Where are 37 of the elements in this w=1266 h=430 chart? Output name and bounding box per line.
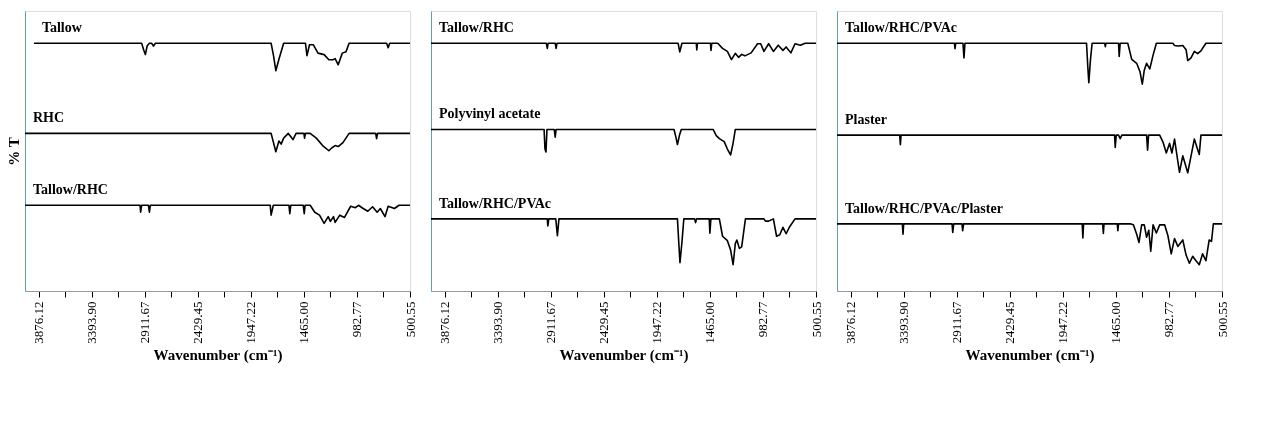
- x-tick-label: 3876.12: [31, 301, 47, 344]
- x-tick-label: 1947.22: [649, 301, 665, 344]
- series-label: Plaster: [845, 112, 887, 128]
- series-label: Tallow/RHC/PVAc: [439, 195, 552, 211]
- x-tick-label: 1947.22: [1055, 301, 1071, 344]
- series-label: Tallow/RHC: [33, 182, 108, 198]
- x-tick-label: 2429.45: [1002, 301, 1018, 344]
- x-tick-label: 982.77: [349, 301, 365, 338]
- x-tick-label: 2911.67: [543, 301, 559, 344]
- series-label: Tallow/RHC: [439, 20, 514, 36]
- x-axis-title: Wavenumber (cm⁻¹): [965, 346, 1095, 364]
- series-label: Tallow: [41, 20, 83, 36]
- x-axis-title: Wavenumber (cm⁻¹): [559, 346, 689, 364]
- x-tick-label: 3876.12: [437, 301, 453, 344]
- x-tick-label: 1947.22: [243, 301, 259, 344]
- series-label: Tallow/RHC/PVAc: [845, 20, 958, 36]
- x-tick-label: 982.77: [1161, 301, 1177, 338]
- x-tick-label: 3393.90: [896, 301, 912, 344]
- series-label: Polyvinyl acetate: [439, 106, 541, 122]
- series-label: RHC: [33, 110, 65, 126]
- x-tick-label: 982.77: [755, 301, 771, 338]
- x-tick-label: 1465.00: [1108, 301, 1124, 344]
- y-axis-title: % T: [5, 137, 22, 166]
- series-label: Tallow/RHC/PVAc/Plaster: [845, 200, 1003, 216]
- x-tick-label: 3876.12: [843, 301, 859, 344]
- x-tick-label: 3393.90: [490, 301, 506, 344]
- x-tick-label: 2429.45: [596, 301, 612, 344]
- x-tick-label: 500.55: [1214, 301, 1230, 338]
- x-tick-label: 2429.45: [190, 301, 206, 344]
- x-tick-label: 500.55: [808, 301, 824, 338]
- x-tick-label: 2911.67: [137, 301, 153, 344]
- x-tick-label: 2911.67: [949, 301, 965, 344]
- x-tick-label: 1465.00: [296, 301, 312, 344]
- x-tick-label: 1465.00: [702, 301, 718, 344]
- x-tick-label: 3393.90: [84, 301, 100, 344]
- x-axis-title: Wavenumber (cm⁻¹): [153, 346, 283, 364]
- x-tick-label: 500.55: [402, 301, 418, 338]
